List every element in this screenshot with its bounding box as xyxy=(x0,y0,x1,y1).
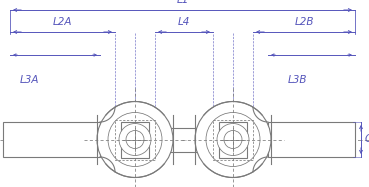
Bar xyxy=(121,122,149,157)
Bar xyxy=(100,128,268,151)
Bar xyxy=(268,122,355,157)
Text: L2A: L2A xyxy=(53,17,72,27)
Text: L2B: L2B xyxy=(294,17,314,27)
Circle shape xyxy=(206,113,260,166)
Circle shape xyxy=(224,131,242,148)
Circle shape xyxy=(217,123,249,156)
Bar xyxy=(115,119,155,160)
Circle shape xyxy=(97,102,173,177)
Text: L4: L4 xyxy=(178,17,190,27)
Bar xyxy=(219,122,247,157)
Circle shape xyxy=(195,102,271,177)
Text: OD: OD xyxy=(365,134,369,145)
Text: L3B: L3B xyxy=(288,75,307,85)
Bar xyxy=(3,122,100,157)
Text: L3A: L3A xyxy=(20,75,39,85)
Bar xyxy=(213,119,253,160)
Circle shape xyxy=(108,113,162,166)
Circle shape xyxy=(119,123,151,156)
Circle shape xyxy=(126,131,144,148)
Text: L1: L1 xyxy=(176,0,189,5)
